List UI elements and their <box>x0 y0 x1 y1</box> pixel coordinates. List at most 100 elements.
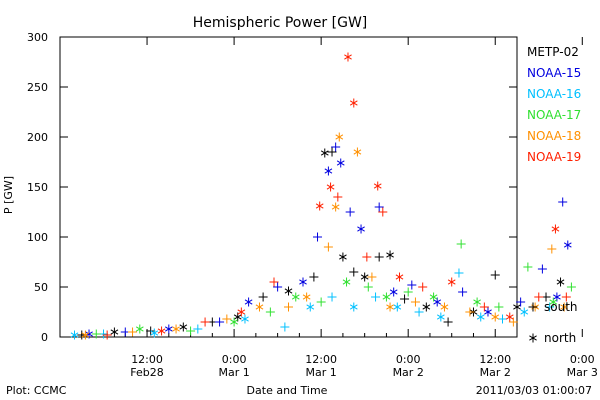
point-noaa-15-south <box>407 280 417 290</box>
x-tick-label: 12:00 <box>131 353 163 366</box>
point-noaa-18-south <box>222 314 232 324</box>
point-noaa-17-north <box>230 317 238 327</box>
point-noaa-18-north <box>386 302 394 312</box>
point-noaa-16-north <box>241 314 249 324</box>
x-tick-sublabel: Mar 2 <box>480 366 511 379</box>
point-noaa-16-north <box>150 328 159 338</box>
point-noaa-15-north <box>484 307 492 317</box>
point-noaa-19-south <box>333 192 343 202</box>
point-noaa-18-north <box>440 302 449 312</box>
point-noaa-19-north <box>326 182 335 192</box>
point-noaa-17-south <box>363 282 373 292</box>
point-noaa-15-south <box>537 264 547 274</box>
point-noaa-15-south <box>458 287 468 297</box>
point-metp-02-south <box>490 270 500 280</box>
legend-series-noaa-19: NOAA-19 <box>527 150 581 164</box>
point-noaa-16-north <box>70 330 79 340</box>
y-tick-label: 150 <box>27 181 48 194</box>
point-noaa-18-south <box>547 244 557 254</box>
point-noaa-15-south <box>374 202 384 212</box>
legend-symbol-north <box>529 333 537 343</box>
point-noaa-17-south <box>186 326 196 336</box>
point-noaa-16-north <box>393 302 402 312</box>
point-noaa-18-south <box>367 272 377 282</box>
point-noaa-18-south <box>284 302 293 312</box>
point-noaa-15-north <box>164 324 173 334</box>
chart-title: Hemispheric Power [GW] <box>193 15 368 31</box>
point-noaa-19-south <box>479 302 489 312</box>
point-noaa-17-north <box>549 297 558 307</box>
legend-series-noaa-15: NOAA-15 <box>527 66 581 80</box>
footer-timestamp: 2011/03/03 01:00:07 <box>476 384 592 397</box>
point-noaa-17-south <box>265 307 275 317</box>
x-tick-label: 0:00 <box>570 353 595 366</box>
point-noaa-19-south <box>561 292 571 302</box>
point-noaa-19-south <box>362 252 372 262</box>
point-noaa-16-south <box>280 322 290 332</box>
x-tick-label: 12:00 <box>479 353 511 366</box>
point-noaa-19-north <box>373 181 382 191</box>
point-noaa-17-north <box>342 277 351 287</box>
point-noaa-15-north <box>389 287 398 297</box>
point-noaa-19-north <box>157 326 166 336</box>
y-tick-label: 200 <box>27 131 48 144</box>
point-noaa-16-north <box>306 302 315 312</box>
point-noaa-17-north <box>291 292 300 302</box>
point-noaa-16-north <box>436 312 445 322</box>
point-noaa-18-north <box>255 302 264 312</box>
legend-series-noaa-17: NOAA-17 <box>527 108 581 122</box>
legend: METP-02 NOAA-15 NOAA-16 NOAA-17 NOAA-18 NOAA-… <box>527 45 581 345</box>
point-noaa-19-north <box>505 312 514 322</box>
point-noaa-19-north <box>395 272 404 282</box>
point-noaa-19-north <box>237 307 246 317</box>
footer-credit: Plot: CCMC <box>6 384 67 397</box>
y-axis-label: P [GW] <box>2 176 15 214</box>
point-noaa-17-north <box>473 297 481 307</box>
legend-symbol-label-south: south <box>544 300 578 314</box>
point-metp-02-north <box>110 327 119 337</box>
y-tick-label: 250 <box>27 81 48 94</box>
x-tick-label: 0:00 <box>222 353 247 366</box>
point-noaa-19-south <box>418 282 428 292</box>
point-metp-02-south <box>349 267 359 277</box>
point-noaa-16-south <box>454 268 464 278</box>
point-noaa-16-north <box>476 312 485 322</box>
point-noaa-16-south <box>371 292 381 302</box>
point-noaa-15-south <box>215 317 225 327</box>
y-tick-label: 50 <box>34 281 48 294</box>
point-metp-02-north <box>320 148 329 158</box>
x-axis-label: Date and Time <box>247 384 328 397</box>
point-metp-02-south <box>374 252 384 262</box>
point-noaa-15-north <box>299 277 307 287</box>
point-noaa-17-south <box>494 302 504 312</box>
y-axis: 0 50 100 150 200 250 300 <box>27 31 517 344</box>
point-noaa-15-south <box>331 142 341 152</box>
legend-symbol-south <box>528 302 538 312</box>
point-noaa-18-north <box>302 292 311 302</box>
point-noaa-19-north <box>447 277 456 287</box>
point-metp-02-south <box>258 292 268 302</box>
point-noaa-18-south <box>465 307 475 317</box>
point-noaa-15-north <box>324 166 333 176</box>
legend-series-noaa-18: NOAA-18 <box>527 129 581 143</box>
point-noaa-15-north <box>563 240 572 250</box>
point-metp-02-north <box>284 286 293 296</box>
x-tick-label: 12:00 <box>305 353 337 366</box>
legend-symbol-label-north: north <box>544 331 576 345</box>
x-tick-sublabel: Mar 1 <box>306 366 337 379</box>
data-points <box>70 52 576 340</box>
point-noaa-17-north <box>382 292 391 302</box>
point-noaa-18-north <box>81 330 90 340</box>
point-noaa-19-north <box>344 52 352 62</box>
point-metp-02-north <box>386 250 394 260</box>
point-noaa-17-south <box>566 282 576 292</box>
point-noaa-19-south <box>378 207 388 217</box>
point-noaa-19-north <box>551 224 560 234</box>
point-noaa-16-south <box>193 324 203 334</box>
point-noaa-17-south <box>403 287 413 297</box>
point-noaa-19-north <box>315 201 324 211</box>
point-noaa-18-south <box>128 327 138 337</box>
x-tick-sublabel: Feb28 <box>130 366 163 379</box>
